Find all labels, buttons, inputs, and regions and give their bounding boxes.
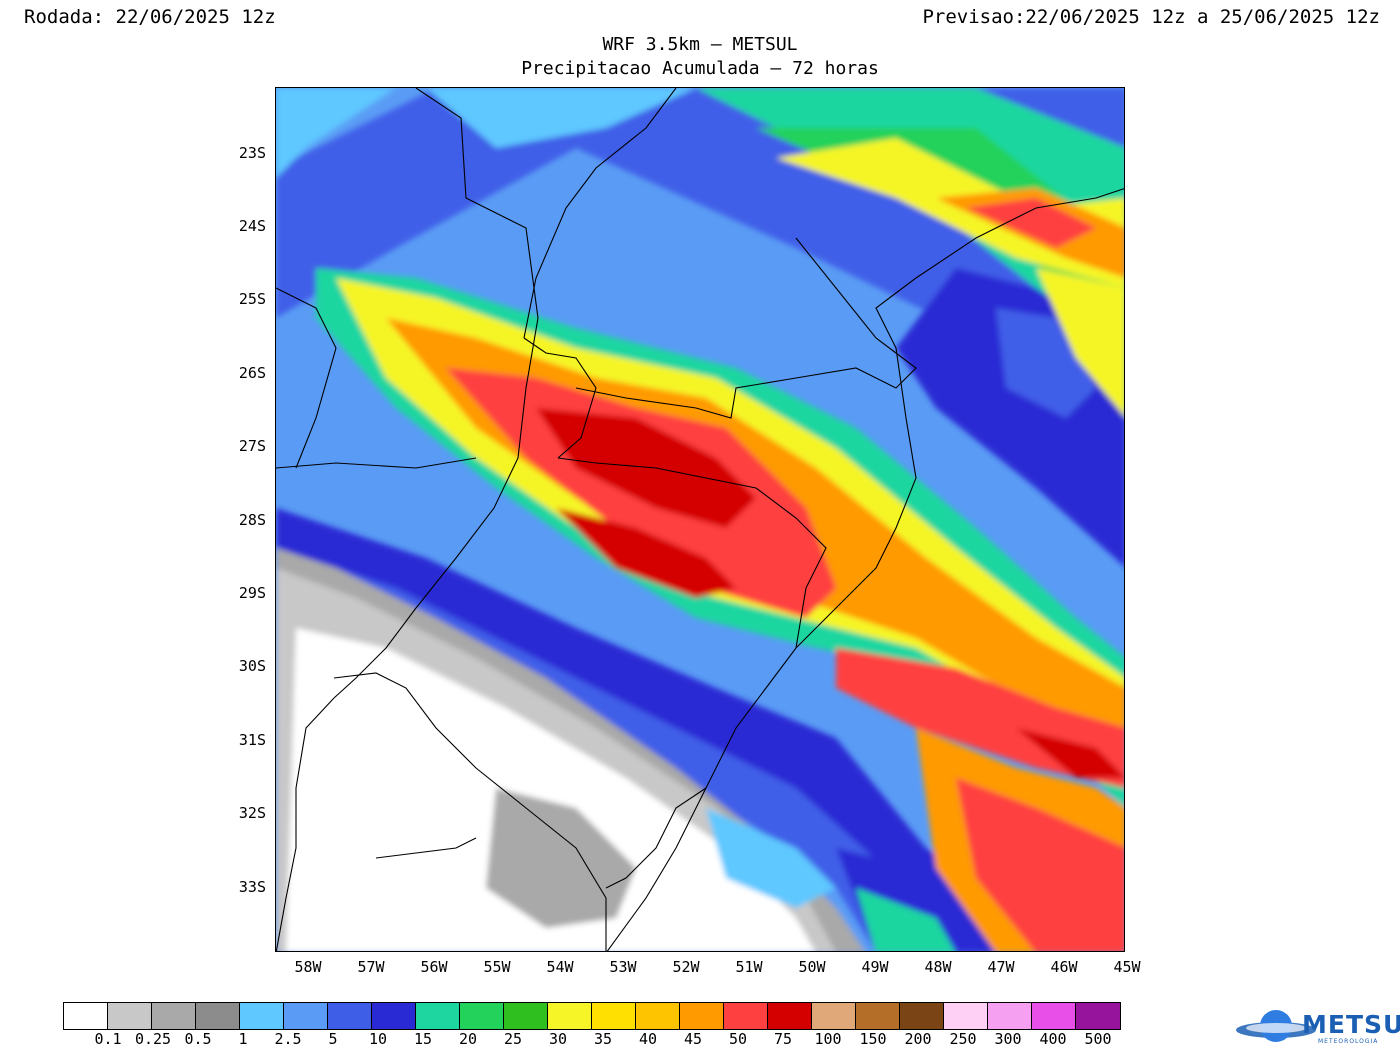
lat-label: 26S [238, 364, 266, 382]
run-value: 22/06/2025 12z [115, 6, 276, 28]
legend-swatch [372, 1003, 416, 1029]
legend-label: 75 [773, 1030, 793, 1048]
legend-label: 20 [458, 1030, 478, 1048]
legend-label: 50 [728, 1030, 748, 1048]
legend-swatch [812, 1003, 856, 1029]
legend-swatch [196, 1003, 240, 1029]
lon-label: 52W [672, 958, 700, 976]
map-subtitle: Precipitacao Acumulada — 72 horas [521, 58, 879, 79]
legend-label: 100 [814, 1030, 842, 1048]
legend-swatch [900, 1003, 944, 1029]
legend-label: 0.1 [94, 1030, 122, 1048]
legend-label: 0.5 [184, 1030, 212, 1048]
legend-swatch [152, 1003, 196, 1029]
lon-label: 56W [420, 958, 448, 976]
lon-label: 55W [483, 958, 511, 976]
legend-label: 10 [368, 1030, 388, 1048]
legend-swatch [416, 1003, 460, 1029]
legend-label: 500 [1084, 1030, 1112, 1048]
lon-label: 50W [798, 958, 826, 976]
legend-swatch [1076, 1003, 1120, 1029]
lon-label: 58W [294, 958, 322, 976]
legend-label: 300 [994, 1030, 1022, 1048]
legend-label: 200 [904, 1030, 932, 1048]
map-title: WRF 3.5km — METSUL [602, 34, 798, 55]
metsul-logo [1236, 1010, 1316, 1042]
lat-label: 31S [238, 731, 266, 749]
lat-label: 24S [238, 217, 266, 235]
boundary-lines [276, 88, 1124, 951]
color-scale-legend [63, 1002, 1121, 1030]
lon-label: 46W [1050, 958, 1078, 976]
precipitation-field [276, 88, 1124, 951]
logo-text: METSUL [1302, 1010, 1400, 1039]
legend-label: 30 [548, 1030, 568, 1048]
legend-swatch [108, 1003, 152, 1029]
precipitation-map [275, 87, 1125, 952]
run-time: Rodada: 22/06/2025 12z [24, 6, 276, 28]
legend-swatch [328, 1003, 372, 1029]
legend-label: 0.25 [134, 1030, 172, 1048]
lat-label: 33S [238, 878, 266, 896]
legend-label: 2.5 [274, 1030, 302, 1048]
lat-label: 29S [238, 584, 266, 602]
lon-label: 51W [735, 958, 763, 976]
legend-swatch [284, 1003, 328, 1029]
legend-label: 1 [238, 1030, 248, 1048]
lon-label: 57W [357, 958, 385, 976]
lon-label: 54W [546, 958, 574, 976]
lon-label: 49W [861, 958, 889, 976]
legend-swatch [548, 1003, 592, 1029]
legend-swatch [636, 1003, 680, 1029]
legend-label: 15 [413, 1030, 433, 1048]
lat-label: 25S [238, 290, 266, 308]
lat-label: 32S [238, 804, 266, 822]
legend-label: 5 [328, 1030, 338, 1048]
legend-swatch [460, 1003, 504, 1029]
legend-swatch [944, 1003, 988, 1029]
forecast-label: Previsao: [922, 6, 1026, 28]
lat-label: 23S [238, 144, 266, 162]
legend-label: 45 [683, 1030, 703, 1048]
legend-swatch [64, 1003, 108, 1029]
lon-label: 47W [987, 958, 1015, 976]
legend-label: 40 [638, 1030, 658, 1048]
legend-swatch [724, 1003, 768, 1029]
legend-swatch [592, 1003, 636, 1029]
lon-label: 53W [609, 958, 637, 976]
legend-swatch [240, 1003, 284, 1029]
legend-swatch [768, 1003, 812, 1029]
logo-subtext: METEOROLOGIA [1318, 1038, 1379, 1045]
lat-label: 30S [238, 657, 266, 675]
lat-label: 28S [238, 511, 266, 529]
lon-label: 48W [924, 958, 952, 976]
legend-label: 250 [949, 1030, 977, 1048]
forecast-value: 22/06/2025 12z a 25/06/2025 12z [1025, 6, 1380, 28]
legend-label: 400 [1039, 1030, 1067, 1048]
legend-swatch [1032, 1003, 1076, 1029]
legend-swatch [988, 1003, 1032, 1029]
legend-label: 35 [593, 1030, 613, 1048]
legend-swatch [856, 1003, 900, 1029]
legend-label: 25 [503, 1030, 523, 1048]
lon-label: 45W [1113, 958, 1141, 976]
lat-label: 27S [238, 437, 266, 455]
forecast-period: Previsao:22/06/2025 12z a 25/06/2025 12z [922, 6, 1380, 28]
legend-swatch [680, 1003, 724, 1029]
run-label: Rodada: [24, 6, 105, 28]
legend-swatch [504, 1003, 548, 1029]
legend-label: 150 [859, 1030, 887, 1048]
